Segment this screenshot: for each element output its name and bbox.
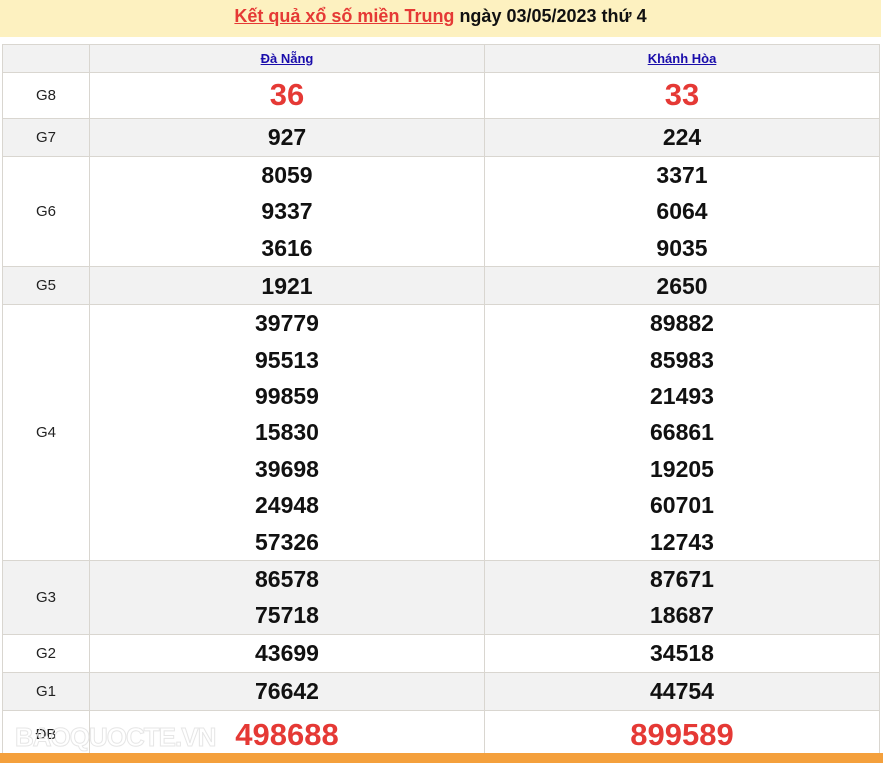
corner-cell (2, 44, 90, 73)
prize-row-đb: ĐB 498688 899589 (2, 709, 880, 760)
prize-row-g1: G1 76642 44754 (2, 671, 880, 711)
prize-row-g6: G6 8059 9337 3616 3371 6064 9035 (2, 155, 880, 268)
prize-number: 57326 (255, 528, 319, 555)
prize-cell: 927 (89, 118, 485, 157)
prize-number: 87671 (650, 566, 714, 593)
prize-cell: 2650 (484, 266, 880, 306)
prize-number: 21493 (650, 383, 714, 410)
prize-label: ĐB (2, 709, 90, 760)
prize-row-g3: G3 86578 75718 87671 18687 (2, 560, 880, 635)
prize-number: 1921 (261, 272, 313, 299)
prize-cell: 87671 18687 (484, 560, 880, 635)
prize-label: G5 (2, 266, 90, 306)
prize-number: 39779 (255, 310, 319, 337)
prize-cell: 39779 95513 99859 15830 39698 24948 57326 (89, 304, 485, 562)
prize-number: 36 (269, 77, 305, 113)
page-title: Kết quả xổ số miền Trung ngày 03/05/2023… (0, 0, 881, 37)
province-header: Khánh Hòa (484, 44, 880, 73)
prize-number: 498688 (235, 716, 339, 752)
prize-number: 34518 (650, 640, 714, 667)
date-text: ngày 03/05/2023 thứ 4 (454, 6, 647, 26)
prize-cell: 33 (484, 72, 880, 119)
prize-label: G1 (2, 671, 90, 711)
region-link[interactable]: Kết quả xổ số miền Trung (234, 6, 455, 26)
prize-cell: 8059 9337 3616 (89, 155, 485, 268)
prize-cell: 899589 (484, 709, 880, 760)
prize-cell: 36 (89, 72, 485, 119)
prize-number: 66861 (650, 419, 714, 446)
province-link[interactable]: Đà Nẵng (260, 50, 314, 66)
prize-label: G8 (2, 72, 90, 119)
header-row: Đà Nẵng Khánh Hòa (2, 44, 880, 73)
results-table: Đà Nẵng Khánh Hòa G8 36 33 G7 927 224 G6 8059 93… (2, 44, 880, 760)
prize-number: 89882 (650, 310, 714, 337)
prize-cell: 3371 6064 9035 (484, 155, 880, 268)
prize-number: 95513 (255, 346, 319, 373)
prize-number: 85983 (650, 346, 714, 373)
prize-number: 44754 (650, 678, 714, 705)
prize-cell: 76642 (89, 671, 485, 711)
prize-number: 18687 (650, 602, 714, 629)
prize-number: 9337 (261, 198, 313, 225)
prize-number: 3616 (261, 234, 313, 261)
prize-number: 86578 (255, 566, 319, 593)
prize-number: 24948 (255, 492, 319, 519)
prize-label: G2 (2, 633, 90, 673)
prize-number: 33 (664, 77, 700, 113)
province-header: Đà Nẵng (89, 44, 485, 73)
footer-bar (0, 753, 883, 763)
watermark-logo: BAOQUOCTE.VN (14, 722, 216, 753)
prize-number: 927 (267, 124, 307, 151)
prize-row-g5: G5 1921 2650 (2, 266, 880, 306)
prize-cell: 498688 (89, 709, 485, 760)
prize-row-g8: G8 36 33 (2, 72, 880, 119)
prize-number: 60701 (650, 492, 714, 519)
prize-label: G6 (2, 155, 90, 268)
prize-number: 43699 (255, 640, 319, 667)
prize-cell: 1921 (89, 266, 485, 306)
province-link[interactable]: Khánh Hòa (647, 50, 717, 66)
prize-cell: 89882 85983 21493 66861 19205 60701 12743 (484, 304, 880, 562)
prize-number: 6064 (656, 198, 708, 225)
prize-number: 3371 (656, 162, 708, 188)
prize-number: 9035 (656, 234, 708, 261)
prize-number: 12743 (650, 528, 714, 555)
prize-cell: 224 (484, 118, 880, 157)
prize-number: 75718 (255, 602, 319, 629)
prize-row-g2: G2 43699 34518 (2, 633, 880, 673)
prize-label: G7 (2, 118, 90, 157)
prize-number: 15830 (255, 419, 319, 446)
prize-number: 2650 (656, 272, 708, 299)
prize-number: 76642 (255, 678, 319, 705)
prize-number: 19205 (650, 455, 714, 482)
prize-row-g7: G7 927 224 (2, 118, 880, 157)
prize-number: 224 (662, 124, 702, 151)
prize-row-g4: G4 39779 95513 99859 15830 39698 24948 57326 898… (2, 304, 880, 562)
prize-number: 899589 (630, 716, 734, 752)
prize-label: G3 (2, 560, 90, 635)
prize-number: 99859 (255, 383, 319, 410)
prize-cell: 86578 75718 (89, 560, 485, 635)
prize-cell: 34518 (484, 633, 880, 673)
prize-number: 39698 (255, 455, 319, 482)
prize-number: 8059 (261, 162, 313, 188)
prize-cell: 43699 (89, 633, 485, 673)
prize-cell: 44754 (484, 671, 880, 711)
prize-label: G4 (2, 304, 90, 562)
